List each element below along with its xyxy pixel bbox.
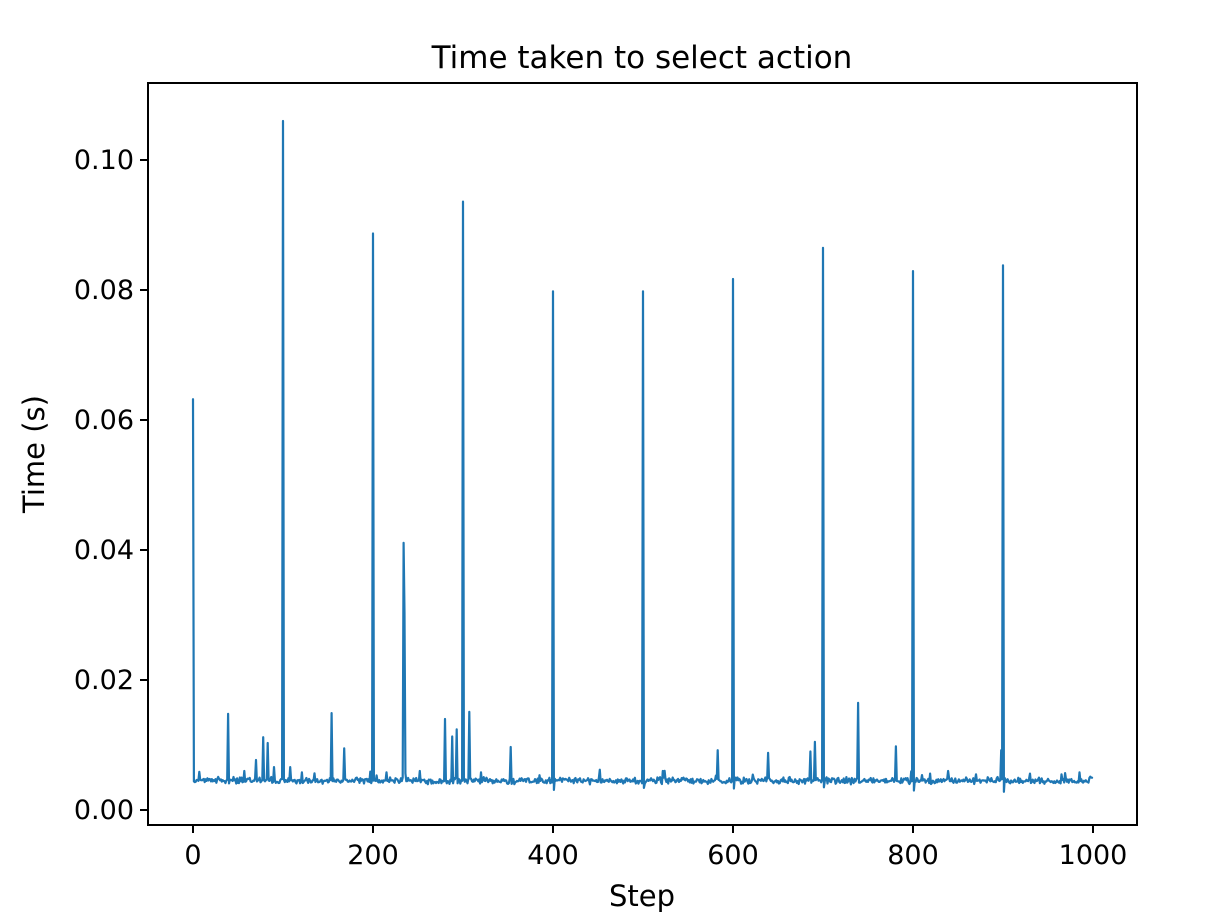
x-tick-label: 1000 (1059, 840, 1128, 871)
y-tick-label: 0.08 (74, 275, 134, 306)
y-tick-label: 0.00 (74, 795, 134, 826)
x-tick-label: 400 (527, 840, 579, 871)
time-series-line (191, 119, 1094, 793)
axes-spines (147, 82, 1138, 826)
x-tick-label: 800 (887, 840, 939, 871)
x-axis-ticks: 0 200 400 600 800 1000 (184, 825, 1127, 871)
y-tick-label: 0.06 (74, 405, 134, 436)
y-tick-label: 0.10 (74, 145, 134, 176)
y-tick-label: 0.02 (74, 665, 134, 696)
x-tick-label: 200 (347, 840, 399, 871)
y-axis-label: Time (s) (17, 395, 51, 514)
x-tick-label: 0 (184, 840, 201, 871)
x-tick-label: 600 (707, 840, 759, 871)
x-axis-label: Step (609, 879, 675, 913)
y-tick-label: 0.04 (74, 535, 134, 566)
chart-title: Time taken to select action (431, 40, 853, 76)
y-axis-ticks: 0.00 0.02 0.04 0.06 0.08 0.10 (74, 145, 148, 826)
